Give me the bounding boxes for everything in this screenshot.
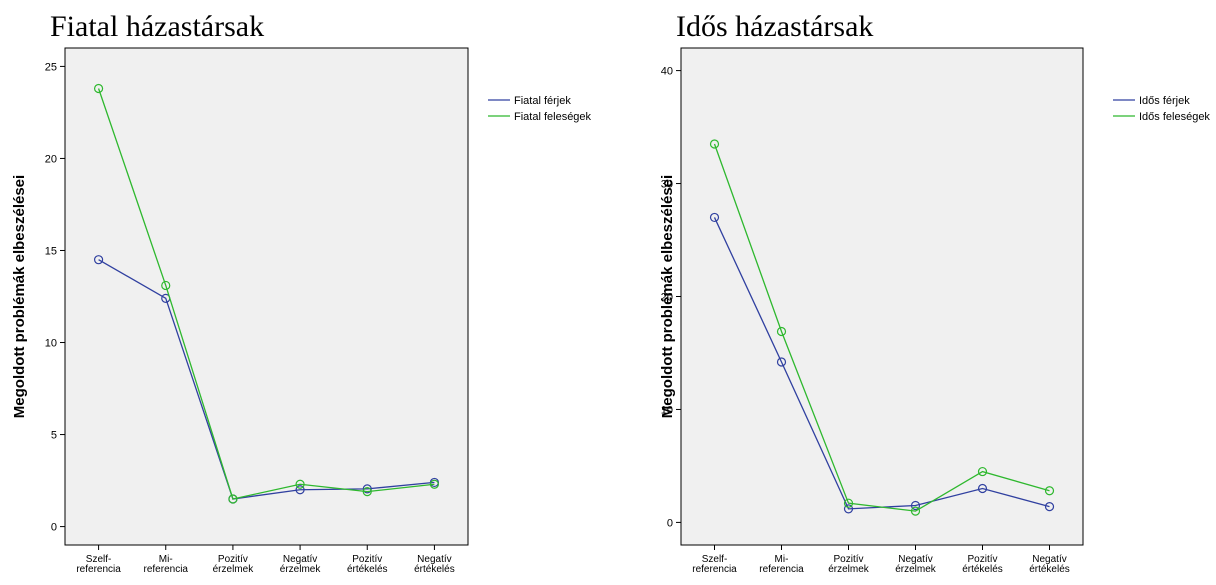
- y-tick-label: 0: [51, 522, 57, 534]
- y-axis-title: Megoldott problémák elbeszélései: [659, 175, 676, 418]
- data-point: [93, 83, 104, 94]
- plot-area: [680, 47, 1084, 546]
- y-tick-label: 40: [661, 66, 673, 78]
- data-point: [709, 139, 720, 149]
- x-category-label: Negatív érzelmek: [280, 554, 322, 575]
- data-point: [362, 484, 372, 494]
- data-point: [977, 466, 988, 477]
- series-line: [98, 259, 435, 500]
- x-category-label: Negatív értékelés: [1029, 554, 1070, 575]
- data-point: [362, 487, 372, 497]
- y-tick-label: 20: [45, 153, 57, 165]
- y-tick-label: 10: [661, 404, 673, 416]
- data-point: [843, 498, 854, 508]
- series-line: [97, 88, 435, 500]
- x-category-label: Pozitív értékelés: [962, 554, 1003, 575]
- data-point: [161, 280, 171, 291]
- data-point: [776, 357, 787, 367]
- y-tick-label: 30: [661, 179, 673, 191]
- y-tick-label: 0: [667, 517, 673, 529]
- series-line: [713, 143, 1050, 512]
- x-category-label: Pozitív érzelmek: [213, 554, 255, 575]
- data-point: [843, 504, 854, 514]
- line-chart-young: 0 5 10 15 20 25 Szelf-referencia Mi-referencia P…: [11, 47, 592, 575]
- legend-label: Fiatal feleségek: [514, 111, 592, 123]
- legend-label: Fiatal férjek: [514, 95, 571, 107]
- x-category-label: Mi-referencia: [144, 554, 189, 575]
- x-category-label: Negatív értékelés: [414, 554, 455, 575]
- data-point: [295, 485, 305, 495]
- data-point: [429, 479, 440, 489]
- chart-title-left: Fiatal házastársak: [50, 10, 265, 43]
- y-tick-label: 5: [51, 430, 57, 442]
- y-tick-label: 20: [661, 292, 673, 304]
- y-axis-title: Megoldott problémák elbeszélései: [11, 175, 28, 418]
- data-point: [93, 255, 104, 265]
- x-category-label: Pozitív érzelmek: [828, 554, 870, 575]
- x-category-label: Pozitív értékelés: [347, 554, 388, 575]
- data-point: [1044, 501, 1055, 512]
- x-category-label: Szelf-referencia: [692, 554, 737, 575]
- data-point: [228, 494, 238, 504]
- data-point: [776, 326, 787, 337]
- data-point: [977, 483, 988, 494]
- line-chart-old: 0 10 20 30 40 Szelf-referencia Mi-referencia Po…: [659, 47, 1210, 575]
- legend-label: Idős feleségek: [1139, 111, 1210, 123]
- y-tick-label: 25: [45, 61, 57, 73]
- data-point: [295, 479, 305, 489]
- data-point: [910, 506, 921, 516]
- legend-label: Idős férjek: [1139, 95, 1190, 107]
- x-category-label: Negatív érzelmek: [895, 554, 937, 575]
- y-tick-label: 10: [45, 338, 57, 350]
- x-category-label: Szelf-referencia: [76, 554, 121, 575]
- data-point: [709, 212, 720, 223]
- y-tick-label: 15: [45, 245, 57, 257]
- data-point: [1044, 486, 1055, 496]
- x-category-label: Mi-referencia: [759, 554, 804, 575]
- plot-area: [64, 47, 469, 546]
- chart-title-right: Idős házastársak: [676, 10, 874, 43]
- data-point: [910, 500, 921, 511]
